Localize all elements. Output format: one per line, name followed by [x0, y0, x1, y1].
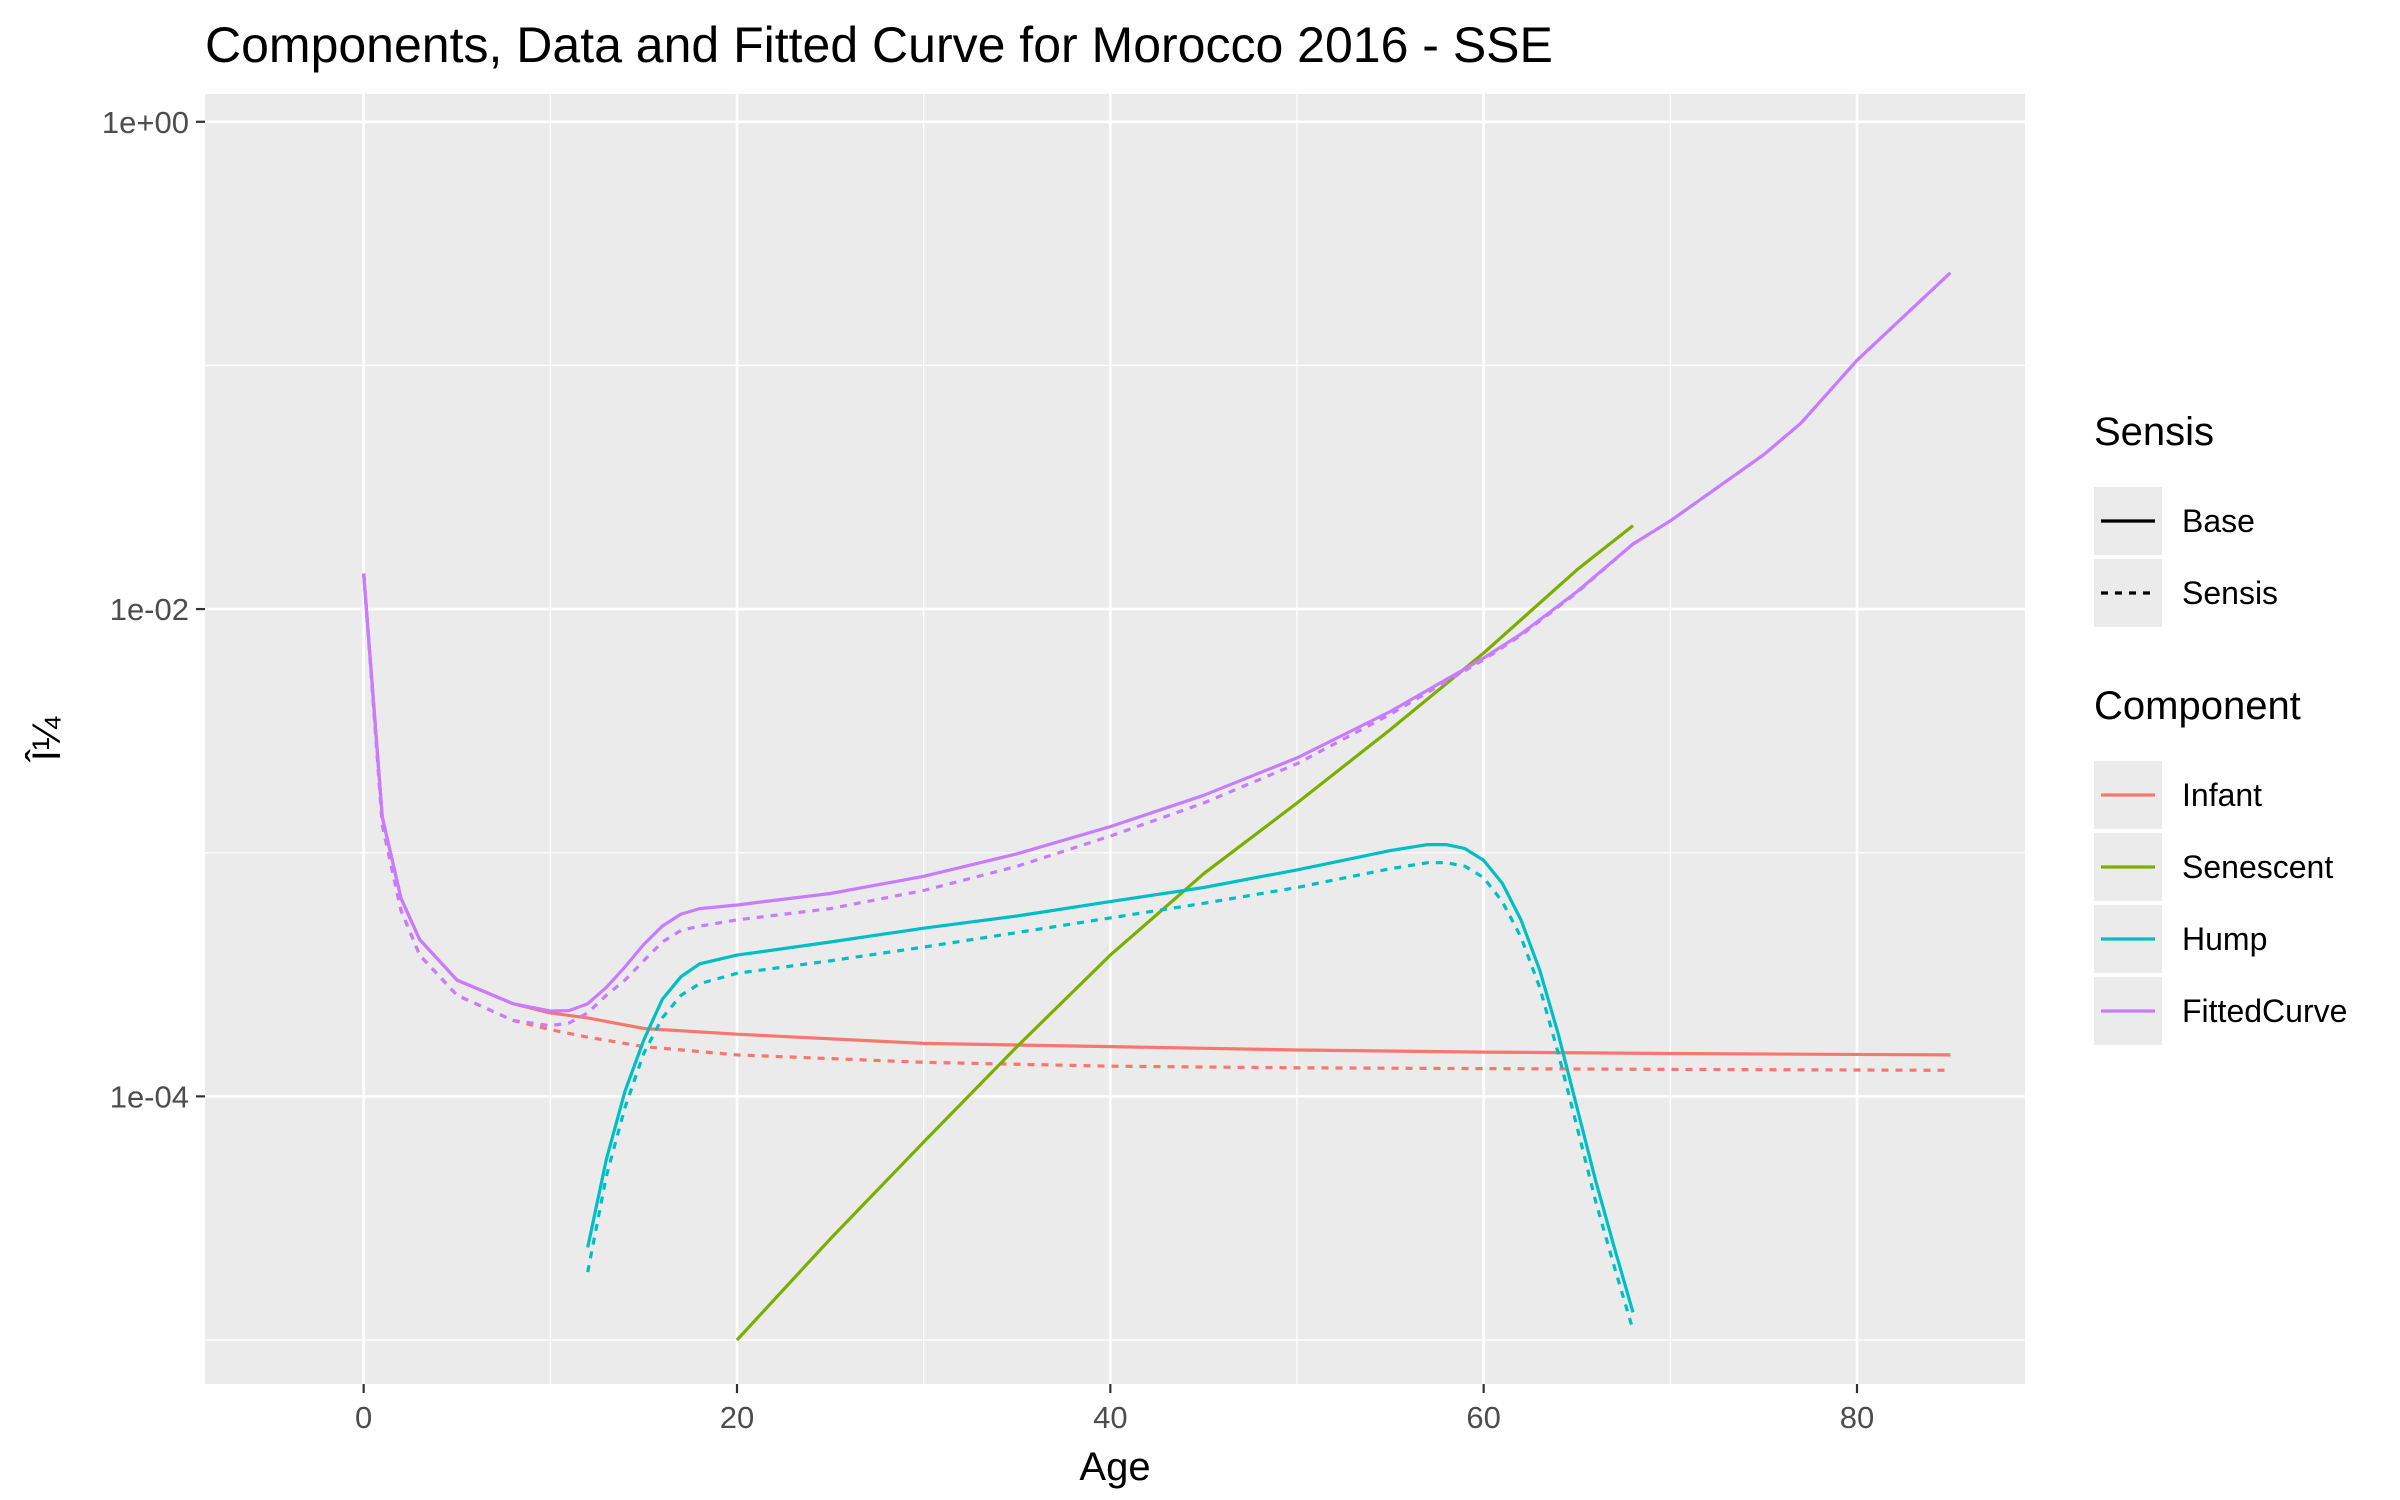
- legend-label-hump: Hump: [2182, 921, 2267, 957]
- series-line-fittedcurve-sensis: [362, 271, 1952, 1028]
- legend-label-senescent: Senescent: [2182, 849, 2333, 885]
- y-tick-label: 1e+00: [102, 105, 189, 140]
- legend: Sensis Base Sensis Component Infant Senescent…: [2094, 410, 2347, 1045]
- axis-ticks: 0 20 40 60 80 1e-04 1e-02 1e+00: [102, 105, 1874, 1435]
- x-tick-label: 80: [1840, 1400, 1874, 1435]
- chart-title: Components, Data and Fitted Curve for Mo…: [205, 17, 1553, 73]
- grid-major: [205, 94, 2025, 1384]
- series-layer: [362, 271, 1952, 1342]
- series-line-senescent-base: [735, 524, 1634, 1342]
- y-axis-title: Î¼: [24, 716, 69, 762]
- x-tick-label: 20: [720, 1400, 754, 1435]
- legend-label-fittedcurve: FittedCurve: [2182, 993, 2347, 1029]
- x-tick-label: 40: [1093, 1400, 1127, 1435]
- series-line-hump-base: [586, 842, 1635, 1313]
- y-tick-label: 1e-04: [110, 1079, 189, 1114]
- y-tick-label: 1e-02: [110, 592, 189, 627]
- x-axis-title: Age: [1079, 1445, 1150, 1489]
- grid-minor: [205, 94, 2025, 1384]
- x-tick-label: 0: [355, 1400, 372, 1435]
- plot-panel: [205, 94, 2025, 1384]
- legend-label-sensis: Sensis: [2182, 575, 2278, 611]
- legend-label-infant: Infant: [2182, 777, 2262, 813]
- legend-title-component: Component: [2094, 684, 2301, 728]
- x-tick-label: 60: [1466, 1400, 1500, 1435]
- legend-title-sensis: Sensis: [2094, 410, 2214, 454]
- legend-label-base: Base: [2182, 503, 2255, 539]
